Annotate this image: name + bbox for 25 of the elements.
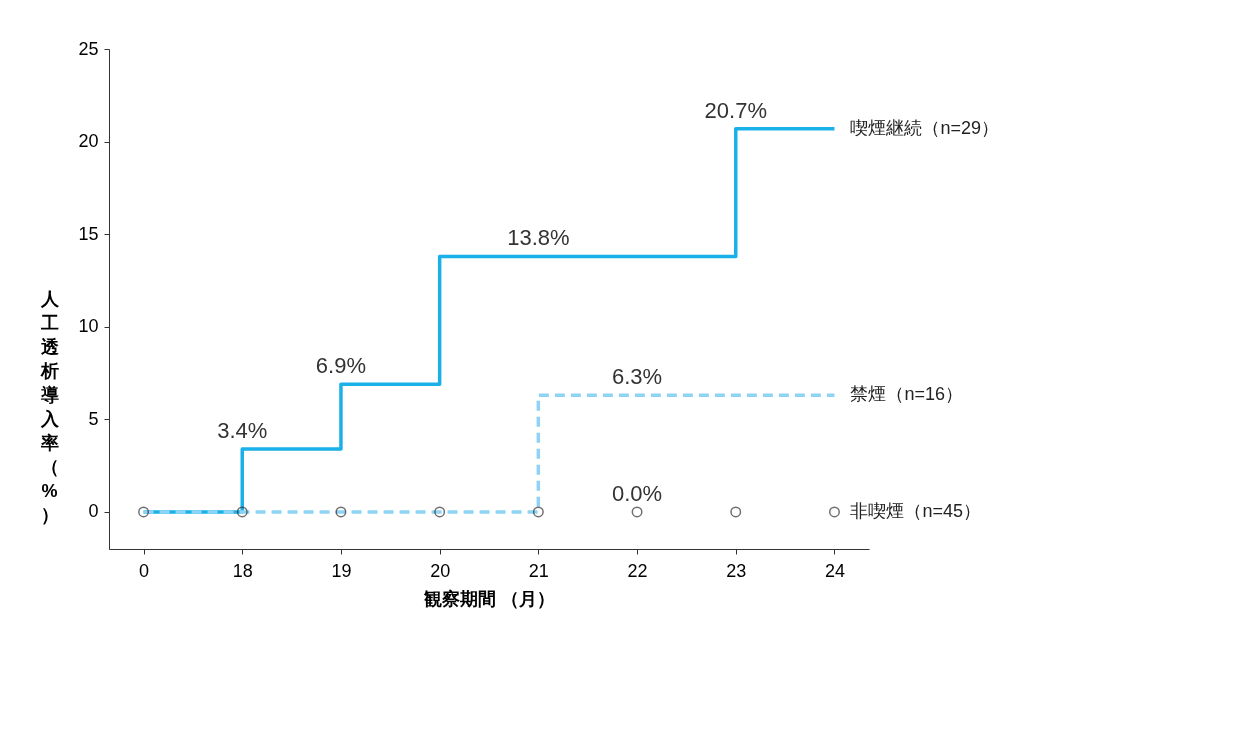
y-tick-label: 20 xyxy=(78,131,99,152)
y-tick-label: 25 xyxy=(78,38,99,59)
series-label: 喫煙継続（n=29） xyxy=(850,117,999,138)
x-tick-label: 24 xyxy=(824,560,845,581)
x-axis-title: 観察期間 （月） xyxy=(422,588,556,609)
data-label: 13.8% xyxy=(507,225,570,251)
text: 人工透析導入率（%） xyxy=(40,288,59,525)
series-label: 禁煙（n=16） xyxy=(850,384,963,405)
y-tick-label: 0 xyxy=(88,501,99,522)
y-tick-label: 5 xyxy=(88,408,99,429)
data-label: 6.9% xyxy=(315,353,367,379)
data-label: 20.7% xyxy=(704,97,767,123)
x-tick-label: 18 xyxy=(232,560,253,581)
x-tick-label: 0 xyxy=(139,560,150,581)
y-tick-label: 15 xyxy=(78,223,99,244)
x-tick-label: 20 xyxy=(430,560,451,581)
data-label: 0.0% xyxy=(611,480,663,506)
x-tick-label: 21 xyxy=(528,560,549,581)
data-label: 6.3% xyxy=(611,364,663,390)
x-tick-label: 23 xyxy=(726,560,747,581)
data-label: 3.4% xyxy=(217,418,268,443)
x-tick-label: 19 xyxy=(331,560,352,581)
y-tick-label: 10 xyxy=(78,316,99,337)
x-tick-label: 22 xyxy=(627,560,648,581)
series-label: 非喫煙（n=45） xyxy=(850,500,981,521)
